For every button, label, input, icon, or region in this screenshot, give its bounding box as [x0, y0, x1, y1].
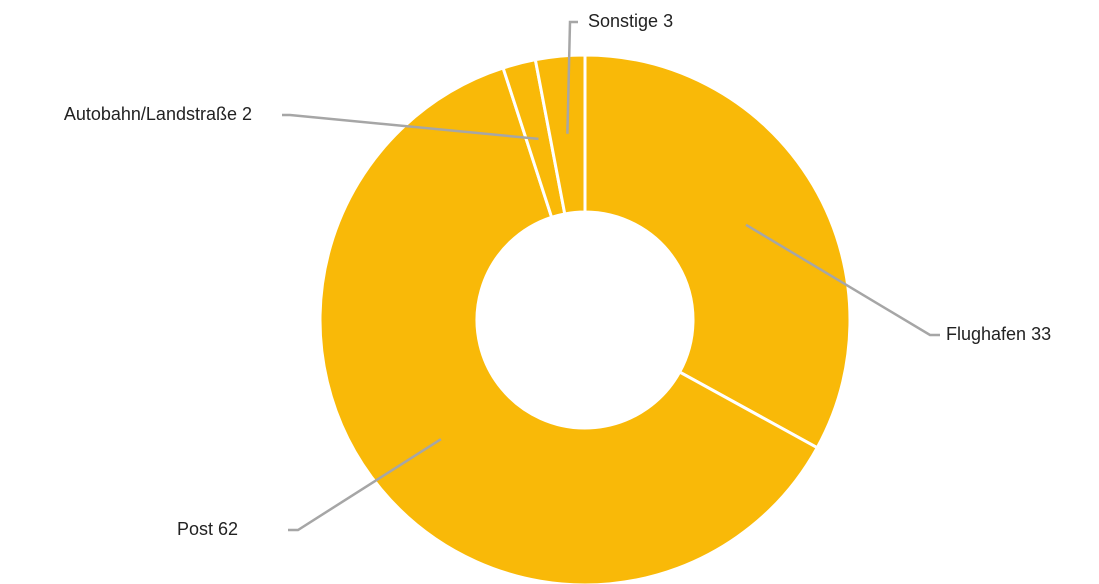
leader-line [288, 438, 442, 532]
category-name: Autobahn/Landstraße [64, 104, 237, 124]
value-label: 3 [663, 11, 673, 31]
data-label: Autobahn/Landstraße 2 [64, 104, 252, 124]
donut-slice [318, 66, 820, 584]
data-label: Sonstige 3 [588, 11, 673, 31]
leader-line [745, 223, 940, 337]
leader-line [566, 20, 578, 134]
value-label: 2 [242, 104, 252, 124]
data-label: Post 62 [177, 519, 238, 539]
data-label: Flughafen 33 [946, 324, 1051, 344]
value-label: 62 [218, 519, 238, 539]
category-name: Flughafen [946, 324, 1026, 344]
category-name: Post [177, 519, 213, 539]
donut-slice [583, 53, 852, 450]
value-label: 33 [1031, 324, 1051, 344]
category-name: Sonstige [588, 11, 658, 31]
donut-slice [533, 53, 587, 216]
leader-line [282, 113, 539, 141]
